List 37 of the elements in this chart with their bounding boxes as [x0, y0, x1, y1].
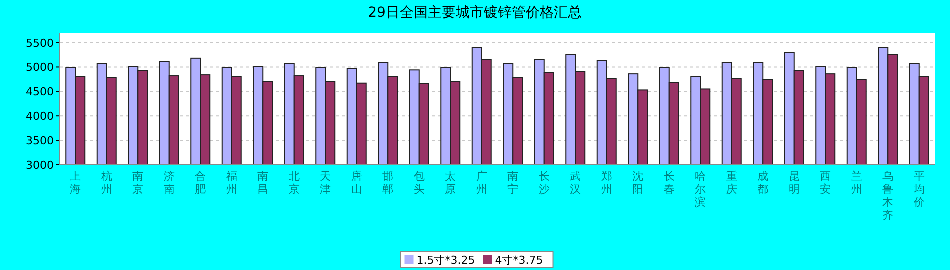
- y-tick-label: 4500: [26, 86, 54, 99]
- x-tick-label: 沈阳: [632, 170, 644, 196]
- x-tick-label: 北京: [288, 170, 300, 196]
- x-tick-label: 长沙: [538, 170, 550, 196]
- x-tick-label: 南昌: [258, 170, 269, 196]
- x-tick-label: 兰州: [851, 170, 862, 196]
- y-tick-label: 5500: [26, 36, 54, 50]
- y-tick-label: 5000: [26, 61, 54, 74]
- x-tick-label: 太原: [445, 170, 456, 196]
- x-tick-label: 广州: [476, 170, 488, 196]
- x-tick-label: 上海: [70, 170, 82, 196]
- y-tick-label: 3000: [26, 159, 54, 172]
- x-tick-label: 天津: [320, 170, 332, 196]
- y-tick-label: 4000: [26, 110, 54, 124]
- x-tick-label: 武汉: [570, 170, 582, 196]
- x-tick-label: 合肥: [195, 170, 206, 196]
- legend-label: 1.5寸*3.25: [416, 254, 476, 267]
- y-tick-label: 3500: [26, 134, 54, 148]
- x-tick-label: 福州: [226, 170, 238, 196]
- x-tick-label: 杭州: [100, 170, 112, 196]
- x-tick-label: 平均价: [912, 170, 925, 209]
- x-tick-label: 济南: [164, 170, 175, 196]
- x-tick-label: 郑州: [601, 170, 612, 196]
- legend-label: 4寸*3.75: [495, 254, 544, 267]
- x-tick-label: 南京: [132, 170, 144, 196]
- x-tick-label: 唐山: [351, 170, 362, 196]
- x-tick-label: 长春: [664, 170, 675, 196]
- x-tick-label: 包头: [414, 170, 425, 196]
- x-tick-label: 西安: [820, 170, 832, 196]
- x-tick-label: 重庆: [726, 170, 738, 196]
- x-tick-label: 成都: [758, 170, 769, 196]
- chart-title: 29日全国主要城市镀锌管价格汇总: [368, 5, 582, 21]
- x-tick-label: 南宁: [508, 170, 519, 196]
- x-tick-label: 哈尔滨: [695, 170, 706, 209]
- x-tick-label: 昆明: [788, 170, 800, 196]
- x-tick-label: 邯郸: [382, 170, 394, 196]
- x-tick-label: 乌鲁木齐: [882, 170, 894, 222]
